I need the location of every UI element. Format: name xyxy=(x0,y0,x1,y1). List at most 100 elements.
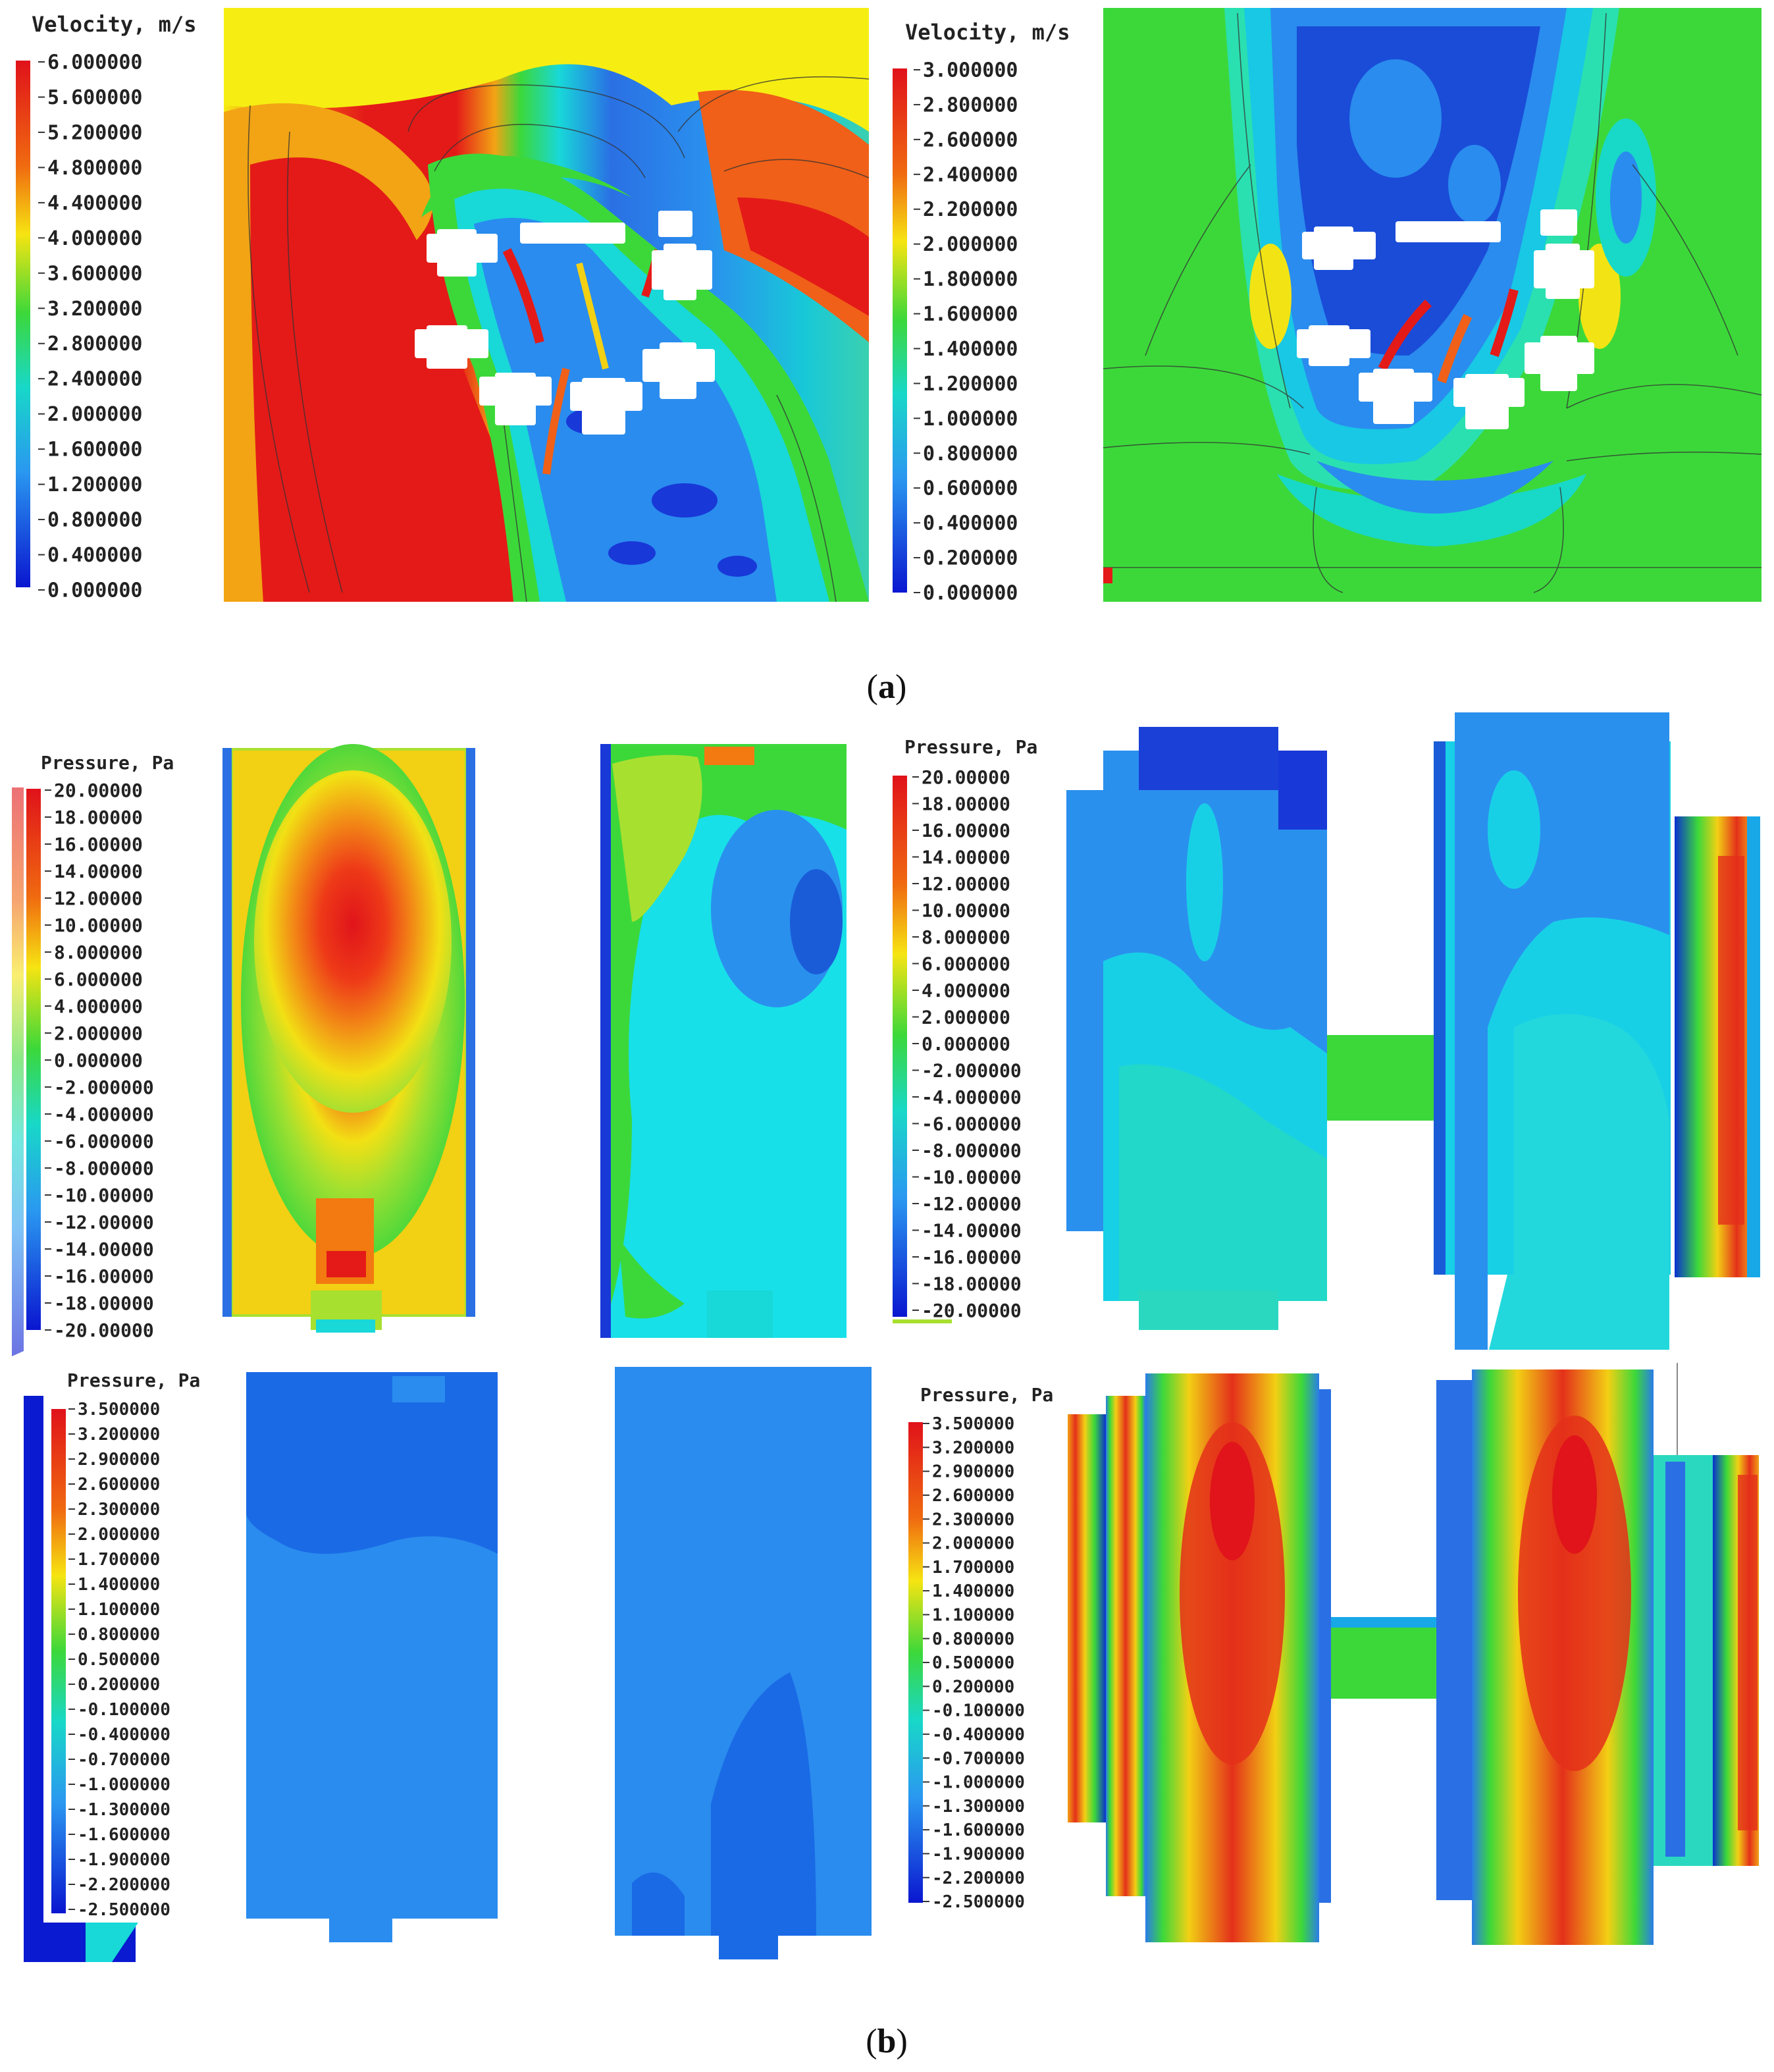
colorbar-tick-label: 1.200000 xyxy=(47,473,143,496)
panel-b-top-left: Pressure, Pa 20.00000 18.00000 16.00000 14.… xyxy=(12,744,847,1356)
colorbar-tick-label: -8.000000 xyxy=(54,1157,154,1179)
colorbar-tick-label: 1.400000 xyxy=(78,1575,160,1595)
colorbar-tick-label: 0.800000 xyxy=(78,1625,160,1645)
velocity-legend-title-left: Velocity, m/s xyxy=(32,12,196,37)
colorbar-tick-label: 10.00000 xyxy=(922,899,1010,921)
pressure-field-br-1 xyxy=(1068,1373,1436,1942)
colorbar-tick-label: -4.000000 xyxy=(54,1103,154,1125)
colorbar-tick-label: 1.100000 xyxy=(932,1606,1014,1626)
colorbar-tick-label: 3.200000 xyxy=(932,1438,1014,1458)
colorbar-tick-label: -10.00000 xyxy=(54,1184,154,1206)
colorbar-tick-label: 0.600000 xyxy=(923,477,1018,500)
colorbar-tick-label: 6.000000 xyxy=(47,51,143,74)
colorbar-tick-label: -6.000000 xyxy=(922,1113,1022,1134)
colorbar-tick-label: 0.500000 xyxy=(78,1650,160,1670)
colorbar-tick-label: 1.700000 xyxy=(932,1558,1014,1578)
velocity-tick-labels-left: 6.000000 5.600000 5.200000 4.800000 4.400000… xyxy=(38,51,143,602)
colorbar-tick-label: -12.00000 xyxy=(922,1193,1022,1215)
caption-a: (a) xyxy=(867,668,907,706)
pressure-field-br-2 xyxy=(1436,1363,1759,1945)
colorbar-tick-label: 0.400000 xyxy=(923,512,1018,535)
pressure-field-tl-2 xyxy=(600,744,847,1338)
colorbar-tick-label: -20.00000 xyxy=(54,1319,154,1341)
colorbar-tick-label: -16.00000 xyxy=(922,1246,1022,1268)
colorbar-tick-label: 8.000000 xyxy=(54,942,143,963)
colorbar-tick-label: 2.600000 xyxy=(923,128,1018,151)
colorbar-tick-label: -0.100000 xyxy=(78,1700,170,1720)
pressure-field-bl-2 xyxy=(615,1367,872,1959)
colorbar-tick-label: 16.00000 xyxy=(54,834,143,855)
colorbar-tick-label: 3.200000 xyxy=(47,298,143,321)
colorbar-tick-label: 2.900000 xyxy=(78,1450,160,1470)
colorbar-tick-label: -0.700000 xyxy=(932,1749,1025,1768)
colorbar-tick-label: -2.200000 xyxy=(932,1869,1025,1888)
colorbar-tick-label: 0.800000 xyxy=(47,509,143,532)
colorbar-tick-label: 3.600000 xyxy=(47,262,143,285)
pressure-tick-labels-tl: 20.00000 18.00000 16.00000 14.00000 12.00000… xyxy=(45,780,154,1341)
pressure-legend-title-tr: Pressure, Pa xyxy=(904,736,1037,758)
velocity-colorbar-right xyxy=(893,68,907,593)
colorbar-tick-label: -10.00000 xyxy=(922,1166,1022,1188)
colorbar-tick-label: 2.300000 xyxy=(932,1510,1014,1529)
colorbar-tick-label: 12.00000 xyxy=(54,888,143,909)
pressure-colorbar-bl xyxy=(51,1409,66,1913)
colorbar-tick-label: 2.900000 xyxy=(932,1462,1014,1482)
colorbar-tick-label: 2.200000 xyxy=(923,198,1018,221)
colorbar-tick-label: 4.400000 xyxy=(47,192,143,215)
colorbar-tick-label: -0.100000 xyxy=(932,1701,1025,1721)
colorbar-tick-label: -1.300000 xyxy=(78,1800,170,1820)
panel-b-bottom-left: Pressure, Pa 3.500000 3.200000 2.900000 2.6… xyxy=(24,1367,872,1962)
panel-b-bottom-right: Pressure, Pa 3.500000 3.200000 2.900000 2.6… xyxy=(908,1363,1759,1945)
colorbar-tick-label: 14.00000 xyxy=(922,846,1010,868)
colorbar-tick-label: 0.000000 xyxy=(54,1049,143,1071)
colorbar-tick-label: 0.800000 xyxy=(932,1630,1014,1649)
colorbar-tick-label: -18.00000 xyxy=(922,1273,1022,1294)
pressure-legend-title-br: Pressure, Pa xyxy=(920,1384,1053,1406)
colorbar-tick-label: 0.200000 xyxy=(923,547,1018,570)
velocity-field-right xyxy=(1103,8,1762,602)
colorbar-tick-label: 8.000000 xyxy=(922,926,1010,948)
colorbar-tick-label: 16.00000 xyxy=(922,820,1010,841)
panel-a-right: Velocity, m/s 3.000000 2.800000 2.600000 2.… xyxy=(893,8,1762,605)
colorbar-tick-label: -0.700000 xyxy=(78,1750,170,1770)
colorbar-tick-label: -4.000000 xyxy=(922,1086,1022,1108)
colorbar-tick-label: 2.400000 xyxy=(923,163,1018,186)
caption-b: (b) xyxy=(866,2023,908,2060)
colorbar-tick-label: 4.000000 xyxy=(54,996,143,1017)
pressure-tick-labels-tr: 20.00000 18.00000 16.00000 14.00000 12.00000… xyxy=(912,766,1022,1321)
colorbar-tick-label: 4.000000 xyxy=(47,227,143,250)
pressure-field-tr-2 xyxy=(1434,712,1760,1350)
colorbar-tick-label: 2.000000 xyxy=(47,403,143,426)
colorbar-tick-label: 1.600000 xyxy=(47,438,143,462)
colorbar-tick-label: 6.000000 xyxy=(54,969,143,990)
colorbar-tick-label: 14.00000 xyxy=(54,861,143,882)
colorbar-tick-label: 5.200000 xyxy=(47,121,143,144)
colorbar-tick-label: 0.000000 xyxy=(47,579,143,602)
pressure-colorbar-tr xyxy=(893,776,907,1317)
colorbar-tick-label: 18.00000 xyxy=(54,807,143,828)
colorbar-tick-label: -2.000000 xyxy=(922,1059,1022,1081)
colorbar-tick-label: -0.400000 xyxy=(78,1725,170,1745)
velocity-field-left xyxy=(224,8,870,602)
colorbar-tick-label: -0.400000 xyxy=(932,1725,1025,1745)
colorbar-tick-label: 2.600000 xyxy=(78,1475,160,1495)
colorbar-tick-label: -14.00000 xyxy=(922,1219,1022,1241)
pressure-colorbar-br xyxy=(908,1422,923,1903)
pressure-colorbar-tl xyxy=(26,789,41,1330)
colorbar-tick-label: 1.400000 xyxy=(932,1581,1014,1601)
colorbar-tick-label: 2.300000 xyxy=(78,1500,160,1520)
velocity-legend-title-right: Velocity, m/s xyxy=(905,20,1070,45)
pressure-field-bl-1 xyxy=(246,1372,498,1942)
colorbar-tick-label: 1.200000 xyxy=(923,373,1018,396)
colorbar-tick-label: 1.600000 xyxy=(923,303,1018,326)
colorbar-tick-label: 5.600000 xyxy=(47,86,143,109)
colorbar-tick-label: 2.000000 xyxy=(923,233,1018,256)
colorbar-tick-label: 3.500000 xyxy=(78,1400,160,1420)
colorbar-tick-label: 2.000000 xyxy=(78,1525,160,1545)
colorbar-tick-label: -1.000000 xyxy=(78,1775,170,1795)
colorbar-tick-label: -8.000000 xyxy=(922,1140,1022,1161)
colorbar-tick-label: 0.500000 xyxy=(932,1653,1014,1673)
colorbar-tick-label: -1.300000 xyxy=(932,1797,1025,1817)
colorbar-tick-label: -12.00000 xyxy=(54,1211,154,1233)
